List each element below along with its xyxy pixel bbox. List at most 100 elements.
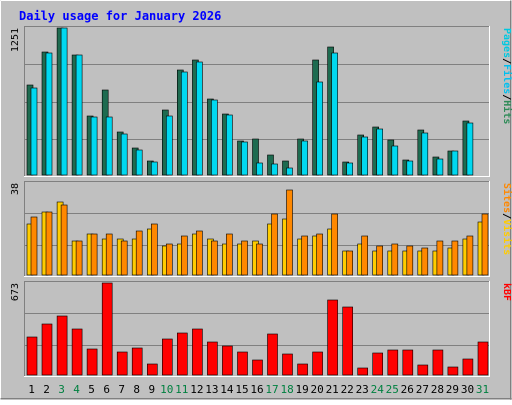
x-tick-label-day-24: 24 [371,383,385,396]
x-tick-label-day-16: 16 [250,383,263,396]
legend-entry: Sites [501,183,512,213]
bar-files-day-17 [271,163,278,176]
panel-3-legend: kBF [501,283,512,301]
legend-entry: Files [501,64,512,94]
bar-sites-day-13 [211,240,218,276]
x-tick-label-day-21: 21 [326,383,339,396]
bar-kb-f-day-21 [327,299,338,376]
bar-kb-f-day-1 [26,336,38,376]
series-sites [30,189,489,276]
bar-files-day-11 [181,71,188,176]
x-tick-label-day-4: 4 [73,383,80,396]
bar-sites-day-9 [151,223,158,276]
x-tick-label-day-5: 5 [88,383,95,396]
legend-entry: F [501,295,512,301]
bar-files-day-23 [361,136,369,176]
bar-kb-f-day-29 [447,366,459,376]
x-tick-label-day-29: 29 [446,383,459,396]
bar-sites-day-18 [286,189,293,276]
x-tick-label-day-10: 10 [160,383,173,396]
bar-kb-f-day-14 [222,345,233,376]
bar-sites-day-4 [75,240,83,276]
bar-kb-f-day-23 [357,367,369,376]
bar-kb-f-day-3 [56,315,68,376]
bar-hits-day-16 [252,138,259,176]
bar-kb-f-day-17 [267,333,278,376]
legend-entry: / [501,213,512,219]
bar-sites-day-27 [421,247,429,276]
bar-sites-day-1 [30,216,38,276]
bar-sites-day-24 [376,245,384,276]
panel-1-max-label: 1251 [10,28,21,52]
bar-files-day-20 [316,81,323,176]
bar-sites-day-12 [196,230,203,276]
legend-entry: kB [501,283,512,295]
bar-sites-day-28 [436,240,444,276]
bar-sites-day-2 [45,211,53,276]
bar-kb-f-day-16 [252,359,263,376]
bar-sites-day-5 [90,233,98,276]
x-tick-label-day-17: 17 [265,383,278,396]
bar-sites-day-29 [451,240,459,276]
x-tick-label-day-28: 28 [431,383,444,396]
x-tick-label-day-22: 22 [341,383,354,396]
bar-sites-day-31 [481,213,489,276]
bar-sites-day-19 [301,235,308,276]
bar-sites-day-25 [391,243,399,276]
bar-kb-f-day-6 [101,282,113,376]
bar-kb-f-day-31 [477,341,489,376]
bar-files-day-22 [346,162,354,176]
x-tick-label-day-27: 27 [416,383,429,396]
legend-entry: / [501,58,512,64]
bar-kb-f-day-10 [162,338,173,376]
x-tick-label-day-7: 7 [118,383,125,396]
x-tick-label-day-15: 15 [235,383,248,396]
bar-files-day-19 [301,140,308,176]
bar-kb-f-day-24 [372,352,384,376]
x-tick-label-day-13: 13 [205,383,218,396]
panel-2-legend: Sites/Visits [501,183,512,255]
bar-files-day-18 [286,167,293,176]
x-tick-label-day-31: 31 [476,383,489,396]
bar-files-day-4 [75,54,83,176]
x-tick-label-day-11: 11 [175,383,188,396]
bar-sites-day-30 [466,235,474,276]
x-axis: 1 2 3 4 5 6 7 8 9 10 11 12 13 14 15 16 17 18 19 20 21 22 23 24 2… [28,383,489,396]
bar-kb-f-day-8 [131,347,143,376]
bar-kb-f-day-2 [41,323,53,376]
bar-files-day-25 [391,145,399,176]
chart-title: Daily usage for January 2026 [19,9,221,23]
panel-3-max-label: 673 [10,283,21,301]
panel-1: 1251 Pages/Files/Hits [10,26,512,177]
bar-files-day-3 [60,27,68,176]
series-kb-f [26,282,489,376]
panel-3: 673 kBF [10,281,512,377]
bar-sites-day-15 [241,240,248,276]
bar-files-day-5 [90,116,98,176]
panel-2: 38 Sites/Visits [10,181,512,277]
x-tick-label-day-18: 18 [280,383,293,396]
bar-sites-day-10 [166,243,173,276]
series-hits [26,27,470,176]
bar-kb-f-day-7 [116,351,128,376]
x-tick-label-day-26: 26 [401,383,414,396]
x-tick-label-day-1: 1 [28,383,35,396]
bar-files-day-15 [241,141,248,176]
bar-sites-day-16 [256,243,263,276]
x-tick-label-day-2: 2 [43,383,50,396]
x-tick-label-day-20: 20 [310,383,323,396]
legend-entry: Visits [501,219,512,255]
bar-files-day-9 [151,161,158,176]
legend-entry: Pages [501,28,512,58]
bar-kb-f-day-28 [432,349,444,376]
bar-files-day-12 [196,61,203,176]
bar-sites-day-20 [316,233,323,276]
bar-sites-day-14 [226,233,233,276]
bar-kb-f-day-11 [177,332,188,376]
bar-kb-f-day-18 [282,353,293,376]
bar-files-day-16 [256,162,263,176]
bar-sites-day-11 [181,235,188,276]
x-tick-label-day-19: 19 [295,383,308,396]
bar-files-day-21 [331,52,338,176]
